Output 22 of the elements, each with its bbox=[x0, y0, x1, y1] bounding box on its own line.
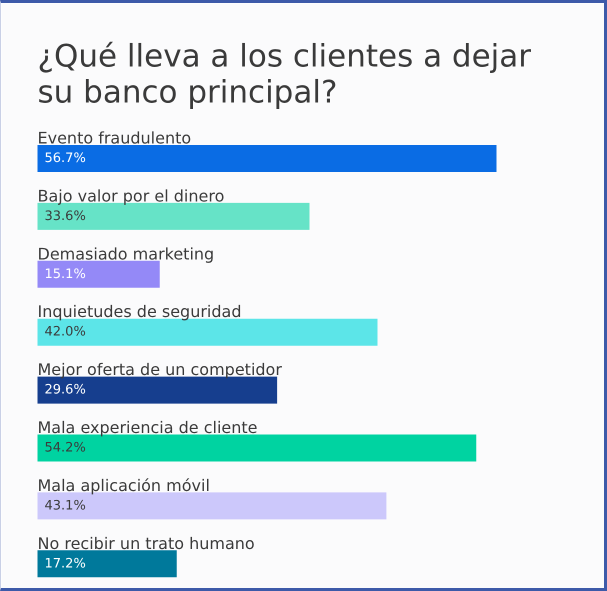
data-label: 42.0% bbox=[44, 324, 86, 340]
y-tick-label: Inquietudes de seguridad bbox=[38, 302, 242, 322]
data-label: 33.6% bbox=[44, 208, 86, 224]
y-tick-label: Mejor oferta de un competidor bbox=[38, 360, 282, 380]
y-tick-label: Evento fraudulento bbox=[38, 128, 192, 148]
data-label: 17.2% bbox=[44, 556, 86, 572]
y-tick-label: Demasiado marketing bbox=[38, 244, 214, 264]
y-tick-label: Bajo valor por el dinero bbox=[38, 186, 224, 206]
bar bbox=[38, 376, 278, 404]
data-label: 56.7% bbox=[44, 151, 86, 166]
bar bbox=[38, 318, 378, 346]
data-label: 29.6% bbox=[44, 382, 86, 398]
chart-title: ¿Qué lleva a los clientes a dejar su banco principal? bbox=[38, 38, 532, 110]
bar bbox=[38, 434, 476, 462]
data-label: 43.1% bbox=[44, 498, 86, 514]
y-tick-label: Mala experiencia de cliente bbox=[38, 418, 258, 437]
bar bbox=[38, 145, 496, 172]
bar bbox=[38, 550, 177, 578]
y-tick-label: Mala aplicación móvil bbox=[38, 476, 210, 495]
data-label: 15.1% bbox=[44, 266, 86, 282]
y-tick-label: No recibir un trato humano bbox=[38, 534, 255, 553]
data-label: 54.2% bbox=[44, 440, 86, 456]
